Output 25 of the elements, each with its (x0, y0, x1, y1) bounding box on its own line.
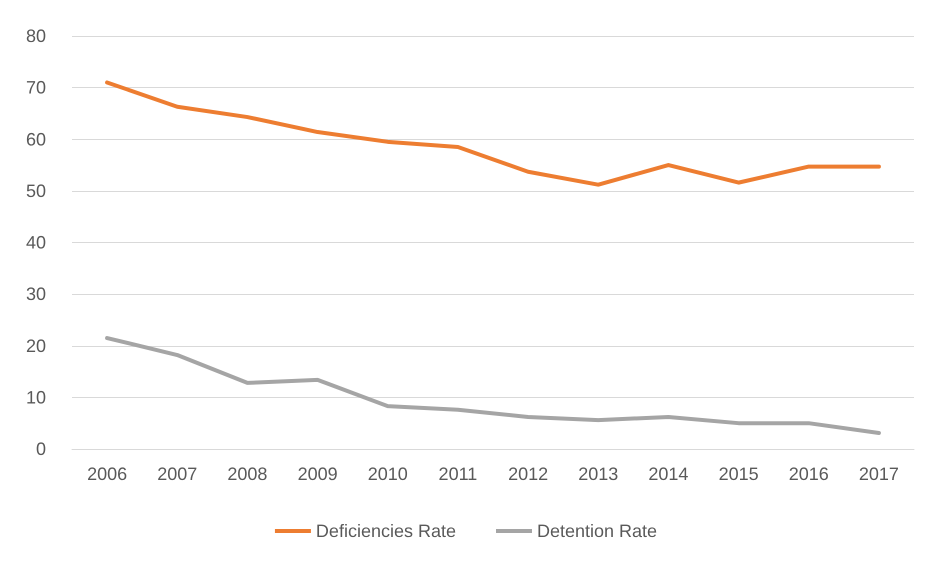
y-tick-label: 30 (26, 284, 46, 304)
y-tick-label: 70 (26, 78, 46, 98)
y-tick-label: 60 (26, 129, 46, 150)
x-tick-label: 2017 (858, 464, 899, 484)
x-tick-label: 2006 (87, 464, 128, 484)
y-tick-label: 10 (26, 387, 46, 408)
legend-label: Detention Rate (536, 521, 658, 541)
x-tick-label: 2010 (368, 464, 408, 484)
x-tick-label: 2015 (718, 464, 759, 484)
x-tick-label: 2013 (578, 464, 618, 484)
y-tick-label: 20 (26, 336, 46, 356)
x-tick-label: 2007 (157, 464, 198, 484)
y-tick-label: 50 (26, 180, 46, 201)
legend-label: Deficiencies Rate (316, 521, 456, 541)
x-tick-label: 2014 (648, 464, 688, 484)
y-tick-label: 40 (26, 232, 46, 252)
x-tick-label: 2011 (438, 464, 478, 484)
y-tick-label: 80 (26, 26, 46, 46)
line-series (105, 336, 881, 435)
x-tick-label: 2012 (508, 464, 548, 484)
line-series (105, 80, 881, 187)
x-tick-label: 2009 (298, 464, 338, 484)
y-tick-label: 0 (36, 439, 46, 459)
x-tick-label: 2016 (788, 464, 829, 484)
x-tick-label: 2008 (227, 464, 268, 484)
